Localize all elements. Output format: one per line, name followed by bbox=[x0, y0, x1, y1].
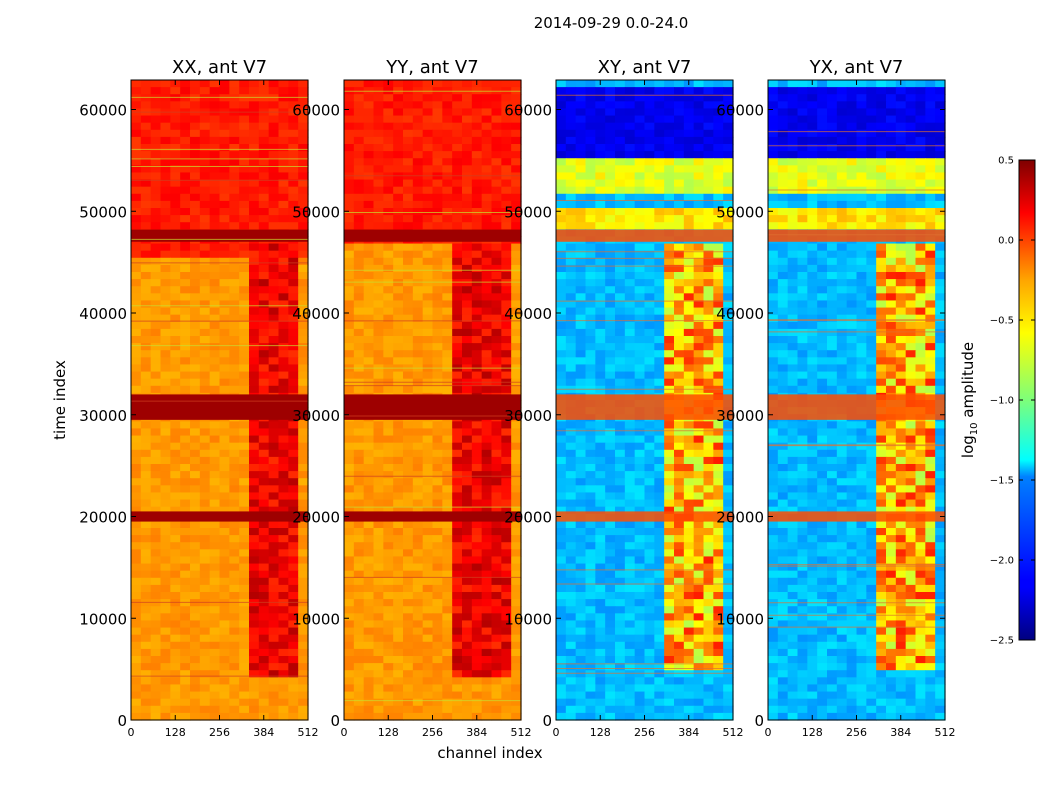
panel-1-ytick-label: 60000 bbox=[79, 102, 127, 120]
panel-1-xtick-label: 0 bbox=[128, 726, 135, 739]
panel-1-title: XX, ant V7 bbox=[172, 57, 267, 78]
panel-1-band-2 bbox=[131, 511, 308, 522]
panel-1-ytick-label: 10000 bbox=[79, 610, 127, 628]
panel-4-xtick-label: 128 bbox=[802, 726, 823, 739]
panel-3-band-1 bbox=[556, 394, 733, 420]
panel-4: YX, ant V7 0 128 256 384 512 0 10000 20000 30000 4… bbox=[716, 57, 955, 739]
colorbar-tick-label: −1.5 bbox=[990, 476, 1014, 487]
panel-4-ytick-label: 10000 bbox=[716, 610, 764, 628]
panel-2-ytick-label: 10000 bbox=[292, 610, 340, 628]
x-axis-label: channel index bbox=[437, 744, 542, 762]
panel-3-ytick-label: 0 bbox=[542, 712, 552, 730]
panel-3-title: XY, ant V7 bbox=[598, 57, 692, 78]
panel-2-title: YY, ant V7 bbox=[385, 57, 478, 78]
panel-3-xtick-label: 384 bbox=[678, 726, 699, 739]
panel-4-ytick-label: 20000 bbox=[716, 509, 764, 527]
panel-3-xtick-label: 0 bbox=[553, 726, 560, 739]
panel-4-title: YX, ant V7 bbox=[809, 57, 904, 78]
panel-2-xtick-label: 256 bbox=[422, 726, 443, 739]
colorbar-label: log10 amplitude bbox=[959, 342, 980, 458]
panel-4-ytick-label: 40000 bbox=[716, 305, 764, 323]
panel-4-band-3 bbox=[768, 229, 945, 242]
figure-suptitle: 2014-09-29 0.0-24.0 bbox=[534, 14, 689, 32]
colorbar: 0.5 0.0 −0.5 −1.0 −1.5 −2.0 −2.5 log10 amplitud… bbox=[959, 156, 1036, 647]
panel-2-ytick-label: 40000 bbox=[292, 305, 340, 323]
panel-1-band-1 bbox=[131, 394, 308, 420]
panel-4-ytick-label: 30000 bbox=[716, 407, 764, 425]
panel-3-ytick-label: 60000 bbox=[504, 102, 552, 120]
panel-4-ytick-label: 60000 bbox=[716, 102, 764, 120]
panel-4-xtick-label: 0 bbox=[765, 726, 772, 739]
y-axis-label: time index bbox=[51, 360, 69, 440]
panel-2: YY, ant V7 0 128 256 384 512 0 10000 20000 30000 4… bbox=[292, 57, 531, 739]
panel-1-xtick-label: 256 bbox=[209, 726, 230, 739]
heatmap-panels: XX, ant V7 0 128 256 384 512 0 10000 20000 30000 4… bbox=[79, 57, 955, 739]
panel-3-band-2 bbox=[556, 511, 733, 522]
panel-4-band-1 bbox=[768, 394, 945, 420]
panel-3-ytick-label: 30000 bbox=[504, 407, 552, 425]
panel-3-xtick-label: 256 bbox=[634, 726, 655, 739]
panel-3: XY, ant V7 0 128 256 384 512 0 10000 20000 30000 4… bbox=[504, 57, 743, 739]
panel-1-ytick-label: 40000 bbox=[79, 305, 127, 323]
panel-3-ytick-label: 10000 bbox=[504, 610, 552, 628]
panel-3-ytick-label: 20000 bbox=[504, 509, 552, 527]
panel-1-ytick-label: 50000 bbox=[79, 203, 127, 221]
colorbar-tick-label: −2.0 bbox=[990, 556, 1014, 567]
panel-2-ytick-label: 50000 bbox=[292, 203, 340, 221]
panel-2-xtick-label: 512 bbox=[511, 726, 532, 739]
panel-1-band-3 bbox=[131, 229, 308, 242]
panel-4-band-2 bbox=[768, 511, 945, 522]
colorbar-tick-label: −2.5 bbox=[990, 636, 1014, 647]
panel-2-band-3 bbox=[344, 229, 521, 242]
panel-2-xtick-label: 384 bbox=[466, 726, 487, 739]
panel-1-xtick-label: 512 bbox=[298, 726, 319, 739]
panel-4-xtick-label: 512 bbox=[935, 726, 956, 739]
panel-2-ytick-label: 30000 bbox=[292, 407, 340, 425]
panel-3-ytick-label: 40000 bbox=[504, 305, 552, 323]
panel-2-xtick-label: 128 bbox=[378, 726, 399, 739]
panel-3-ytick-label: 50000 bbox=[504, 203, 552, 221]
panel-4-ytick-label: 0 bbox=[754, 712, 764, 730]
panel-1-xtick-label: 128 bbox=[165, 726, 186, 739]
colorbar-tick-label: 0.5 bbox=[998, 156, 1014, 167]
panel-2-ytick-label: 20000 bbox=[292, 509, 340, 527]
panel-4-xtick-label: 384 bbox=[890, 726, 911, 739]
panel-3-band-3 bbox=[556, 229, 733, 242]
colorbar-tick-label: −1.0 bbox=[990, 396, 1014, 407]
panel-4-xtick-label: 256 bbox=[846, 726, 867, 739]
panel-3-xtick-label: 128 bbox=[590, 726, 611, 739]
colorbar-tick-label: −0.5 bbox=[990, 316, 1014, 327]
panel-1-ytick-label: 20000 bbox=[79, 509, 127, 527]
panel-1: XX, ant V7 0 128 256 384 512 0 10000 20000 30000 4… bbox=[79, 57, 318, 739]
panel-3-xtick-label: 512 bbox=[723, 726, 744, 739]
panel-2-band-2 bbox=[344, 511, 521, 522]
panel-2-ytick-label: 0 bbox=[330, 712, 340, 730]
panel-2-xtick-label: 0 bbox=[341, 726, 348, 739]
panel-1-ytick-label: 0 bbox=[117, 712, 127, 730]
panel-4-ytick-label: 50000 bbox=[716, 203, 764, 221]
colorbar-tick-label: 0.0 bbox=[998, 236, 1014, 247]
panel-1-xtick-label: 384 bbox=[253, 726, 274, 739]
panel-1-ytick-label: 30000 bbox=[79, 407, 127, 425]
panel-2-ytick-label: 60000 bbox=[292, 102, 340, 120]
